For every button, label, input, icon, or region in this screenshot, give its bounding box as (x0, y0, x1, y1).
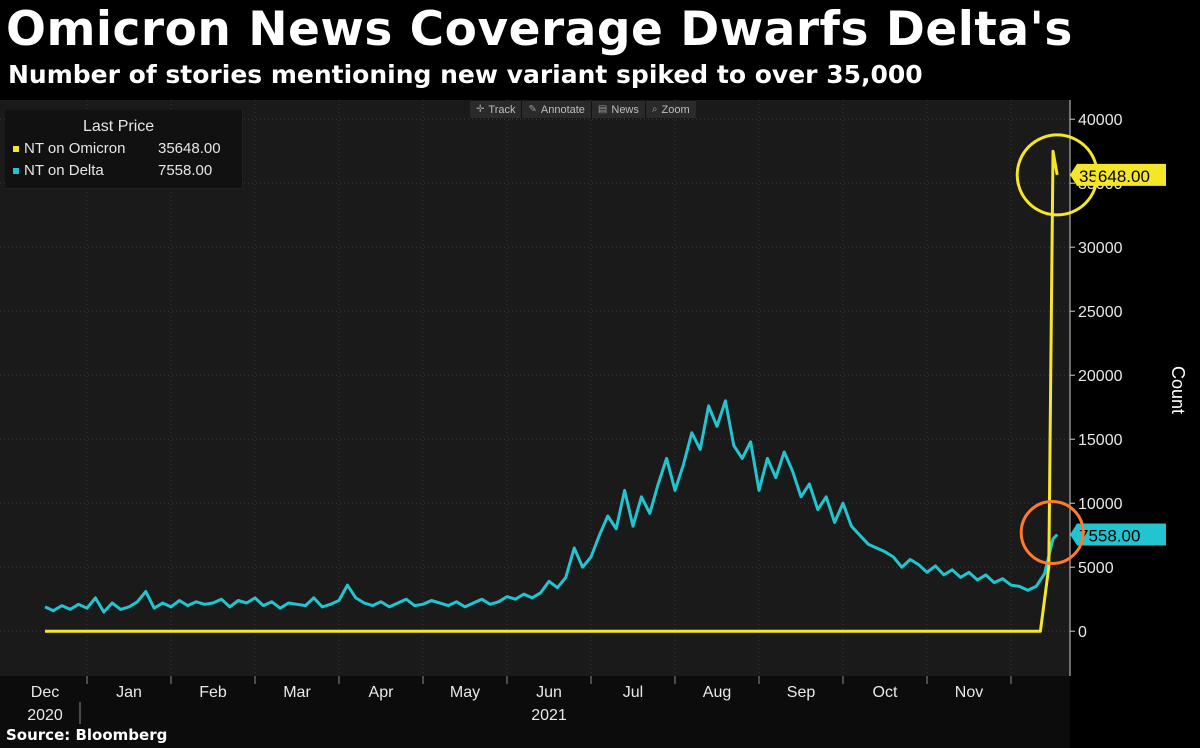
legend-item-omicron[interactable]: NT on Omicron 35648.00 (13, 140, 243, 157)
toolbar-annotate-button[interactable]: ✎ Annotate (522, 101, 592, 118)
last-value-tag-label: 7558.00 (1079, 526, 1140, 545)
y-tick-label: 10000 (1078, 496, 1123, 513)
series-lines (44, 149, 1059, 633)
legend-value: 7558.00 (158, 162, 213, 179)
x-tick-label: Nov (955, 684, 983, 701)
legend-value: 35648.00 (158, 140, 221, 157)
legend-label: NT on Delta (24, 162, 104, 179)
x-tick-label: Feb (199, 684, 227, 701)
toolbar-news-label: News (611, 103, 639, 116)
y-tick-label: 15000 (1078, 432, 1123, 449)
newspaper-icon: ▤ (597, 104, 608, 115)
toolbar-track-label: Track (488, 103, 516, 116)
y-tick-label: 0 (1078, 624, 1087, 641)
toolbar-annotate-label: Annotate (540, 103, 585, 116)
delta-highlight-circle (1019, 499, 1085, 565)
toolbar-track-button[interactable]: ✛ Track (470, 101, 523, 118)
legend-title: Last Price (83, 118, 155, 135)
x-tick-label: Mar (283, 684, 311, 701)
x-tick-label: Sep (787, 684, 816, 701)
legend-swatch-delta (13, 167, 19, 174)
y-tick-label: 5000 (1078, 560, 1114, 577)
y-tick-label: 40000 (1078, 112, 1123, 129)
plot-background (0, 100, 1070, 676)
toolbar-zoom-button[interactable]: ⌕ Zoom (646, 101, 696, 118)
legend-label: NT on Omicron (24, 140, 126, 157)
y-tick-label: 30000 (1078, 240, 1123, 257)
x-tick-label: Aug (703, 684, 731, 701)
magnifier-icon: ⌕ (651, 104, 658, 115)
legend-swatch-omicron (13, 145, 19, 152)
chart-subtitle: Number of stories mentioning new variant… (8, 60, 923, 89)
last-value-tag: 35648.00 (1070, 163, 1166, 186)
last-value-tag: 7558.00 (1070, 523, 1166, 546)
source-note: Source: Bloomberg (6, 726, 168, 744)
x-axis: Dec 2020 Jan Feb Mar Apr May Jun 2021 Jul Aug Sep Oc… (0, 676, 1070, 748)
last-value-tag-bg (1070, 163, 1166, 186)
y-axis-label: Count (1168, 366, 1188, 414)
last-value-tag-bg (1070, 523, 1166, 546)
x-tick-label: Jul (623, 684, 643, 701)
x-tick-label: Jun (536, 684, 562, 701)
legend-item-delta[interactable]: NT on Delta 7558.00 (13, 162, 243, 179)
x-axis-background (0, 676, 1070, 748)
y-axis: 0500010000150002000025000300003500040000… (1069, 100, 1188, 676)
x-tick-label: Jan (116, 684, 142, 701)
chart-toolbar: ✛ Track ✎ Annotate ▤ News ⌕ Zoom (470, 101, 696, 118)
toolbar-zoom-label: Zoom (661, 103, 690, 116)
pencil-icon: ✎ (528, 104, 537, 115)
gridlines (0, 100, 1070, 676)
omicron-highlight-circle (1015, 133, 1099, 217)
y-tick-label: 20000 (1078, 368, 1123, 385)
series-line (44, 399, 1059, 614)
x-tick-label: Dec (31, 684, 59, 701)
x-year-label: 2020 (27, 707, 63, 724)
y-tick-label: 25000 (1078, 304, 1123, 321)
series-line (45, 149, 1059, 633)
legend: Last Price NT on Omicron 35648.00 NT on … (5, 110, 243, 189)
annotations: 7558.00 35648.00 (1015, 133, 1166, 565)
x-year-label: 2021 (531, 707, 567, 724)
chart-title: Omicron News Coverage Dwarfs Delta's (6, 2, 1073, 57)
x-tick-label: May (450, 684, 480, 701)
x-tick-label: Oct (873, 684, 898, 701)
crosshair-icon: ✛ (476, 104, 485, 115)
toolbar-news-button[interactable]: ▤ News (592, 101, 646, 118)
x-tick-label: Apr (369, 684, 395, 701)
last-value-tag-label: 35648.00 (1079, 167, 1150, 186)
